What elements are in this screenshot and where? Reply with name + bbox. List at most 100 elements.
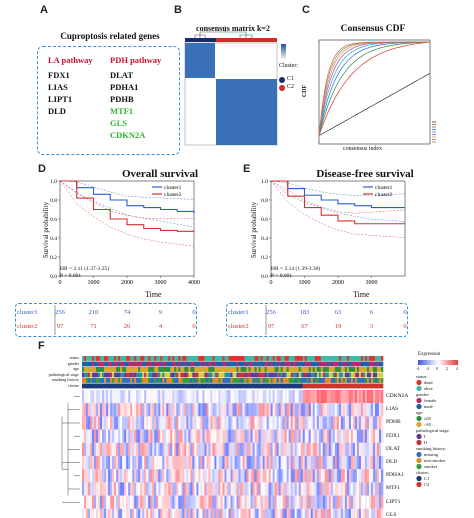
risk-cell: 67: [301, 323, 308, 330]
heatmap-cell: [350, 469, 354, 483]
heatmap-cell: [358, 403, 362, 417]
heatmap-cell: [274, 390, 277, 404]
heatmap-cell: [236, 469, 239, 483]
heatmap-cell: [200, 469, 203, 483]
annotation-cell: [286, 361, 289, 367]
heatmap-cell: [372, 442, 376, 456]
annotation-cell: [254, 378, 257, 383]
annotation-cell: [228, 367, 231, 372]
heatmap-cell: [252, 390, 255, 404]
annotation-cell: [328, 372, 332, 378]
annotation-cell: [334, 367, 338, 372]
annotation-cell: [230, 372, 233, 378]
annotation-cell: [290, 361, 293, 367]
heatmap-cell: [168, 456, 171, 470]
heatmap-cell: [288, 482, 291, 496]
annotation-cell: [290, 383, 293, 389]
heatmap-cell: [148, 456, 151, 470]
annotation-cell: [362, 361, 366, 367]
heatmap-cell: [148, 390, 151, 404]
annotation-cell: [268, 383, 271, 389]
heatmap-cell: [290, 429, 293, 443]
heatmap-cell: [294, 416, 298, 430]
annotation-cell: [314, 383, 318, 389]
annotation-cell: [274, 372, 277, 378]
annotation-cell: [346, 361, 350, 367]
heatmap-cell: [120, 403, 123, 417]
heatmap-cell: [106, 469, 109, 483]
heatmap-cell: [212, 403, 215, 417]
annotation-cell: [192, 378, 195, 383]
heatmap-cell: [144, 508, 147, 518]
annotation-cell: [128, 356, 131, 361]
heatmap-cell: [122, 403, 125, 417]
annotation-cell: [100, 372, 103, 378]
annotation-cell: [280, 378, 283, 383]
annotation-cell: [110, 367, 113, 372]
annotation-cell: [146, 378, 149, 383]
annotation-cell: [152, 361, 155, 367]
cdf-axes: [318, 39, 431, 145]
heatmap-cell: [272, 416, 275, 430]
heatmap-cell: [106, 456, 109, 470]
heatmap-cell: [356, 456, 360, 470]
heatmap-cell: [302, 390, 306, 404]
heatmap-cell: [198, 456, 201, 470]
heatmap-cell: [106, 390, 109, 404]
annotation-cell: [262, 361, 265, 367]
heatmap-cell: [200, 508, 203, 518]
annotation-cell: [96, 361, 99, 367]
heatmap-cell: [298, 469, 302, 483]
annotation-cell: [192, 372, 195, 378]
heatmap-cell: [138, 390, 141, 404]
heatmap-cell: [314, 429, 318, 443]
heatmap-cell: [276, 456, 279, 470]
heatmap-cell: [304, 469, 308, 483]
annotation-cell: [258, 378, 261, 383]
heatmap-cell: [122, 429, 125, 443]
heatmap-cell: [94, 442, 97, 456]
heatmap-cell: [284, 429, 287, 443]
annotation-cell: [268, 367, 271, 372]
heatmap-cell: [210, 469, 213, 483]
heatmap-cell: [250, 429, 253, 443]
heatmap-cell: [310, 495, 314, 509]
heatmap-cell: [102, 495, 105, 509]
heatmap-cell: [154, 390, 157, 404]
heatmap-cell: [102, 403, 105, 417]
annotation-cell: [352, 361, 356, 367]
heatmap-cell: [318, 495, 322, 509]
annotation-cell: [110, 378, 113, 383]
annotation-cell: [138, 361, 141, 367]
heatmap-cell: [166, 442, 169, 456]
heatmap-cell: [164, 482, 167, 496]
annotation-cell: [206, 372, 209, 378]
heatmap-cell: [292, 403, 296, 417]
legend-scale-tick: 2: [446, 366, 448, 371]
heatmap-cell: [162, 416, 165, 430]
annotation-cell: [156, 383, 159, 389]
annotation-cell: [232, 367, 235, 372]
heatmap-cell: [116, 482, 119, 496]
annotation-cell: [296, 356, 300, 361]
heatmap-cell: [220, 416, 223, 430]
heatmap-cell: [94, 508, 97, 518]
heatmap-cell: [142, 442, 145, 456]
heatmap-cell: [218, 495, 221, 509]
heatmap-cell: [154, 456, 157, 470]
heatmap-cell: [174, 469, 177, 483]
heatmap-cell: [322, 403, 326, 417]
risk-cell: 3: [369, 323, 374, 330]
annotation-cell: [200, 383, 203, 389]
annotation-cell: [364, 356, 368, 361]
pdh-gene-gls: GLS: [110, 118, 128, 128]
annotation-cell: [198, 383, 201, 389]
risk-cell: 0: [192, 309, 196, 316]
annotation-cell: [314, 367, 318, 372]
annotation-cell: [244, 383, 247, 389]
heatmap-cell: [256, 482, 259, 496]
annotation-cell: [190, 367, 193, 372]
annotation-cell: [154, 356, 157, 361]
heatmap-cell: [152, 482, 155, 496]
heatmap-cell: [284, 482, 287, 496]
